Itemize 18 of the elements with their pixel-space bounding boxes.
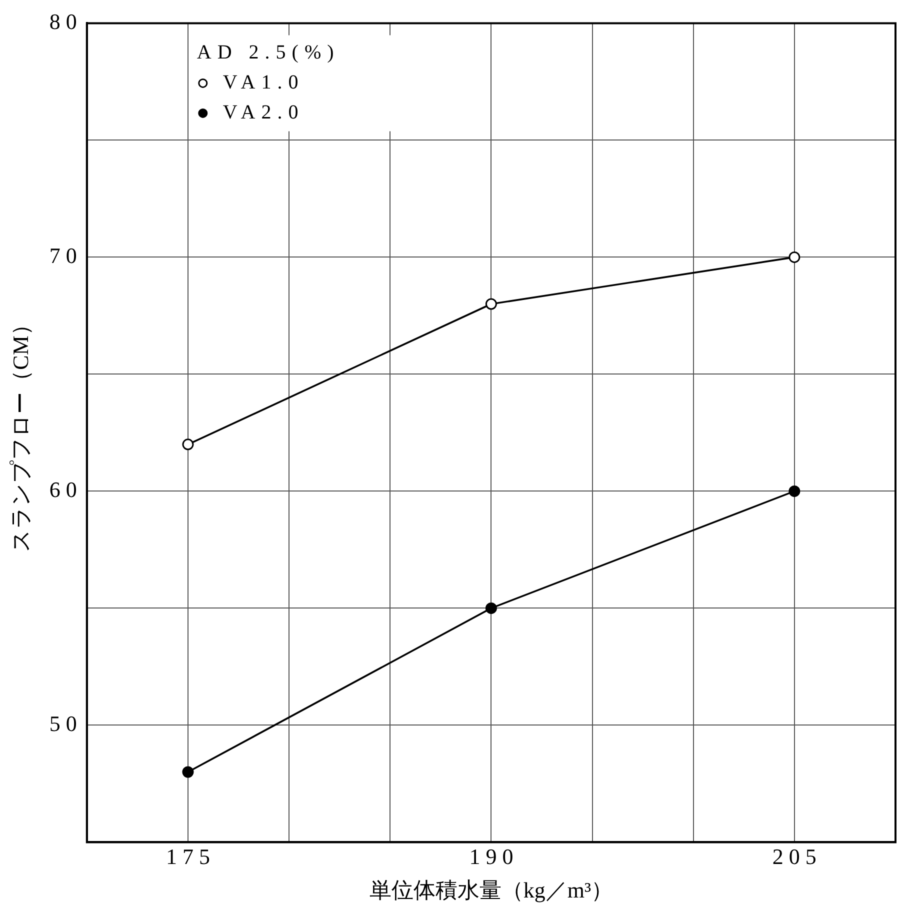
x-axis-title: 単位体積水量（kg／m³） xyxy=(369,878,614,903)
y-axis-title: スランプフロー（CM） xyxy=(8,314,33,552)
point xyxy=(788,485,800,497)
x-tick-label: 1 9 0 xyxy=(469,844,514,870)
y-tick-label: 7 0 xyxy=(49,242,77,268)
legend-label: VA2.0 xyxy=(222,101,304,124)
y-tick-label: 6 0 xyxy=(49,476,77,502)
legend-title: AD 2.5(%) xyxy=(196,41,340,64)
x-tick-label: 2 0 5 xyxy=(772,844,816,870)
y-tick-label: 5 0 xyxy=(49,710,77,736)
point xyxy=(788,251,800,263)
point xyxy=(485,602,497,614)
y-tick-label: 8 0 xyxy=(49,8,77,34)
point xyxy=(182,766,194,778)
legend-label: VA1.0 xyxy=(222,71,304,94)
x-tick-label: 1 7 5 xyxy=(166,844,210,870)
point xyxy=(485,298,497,310)
point xyxy=(182,438,194,450)
